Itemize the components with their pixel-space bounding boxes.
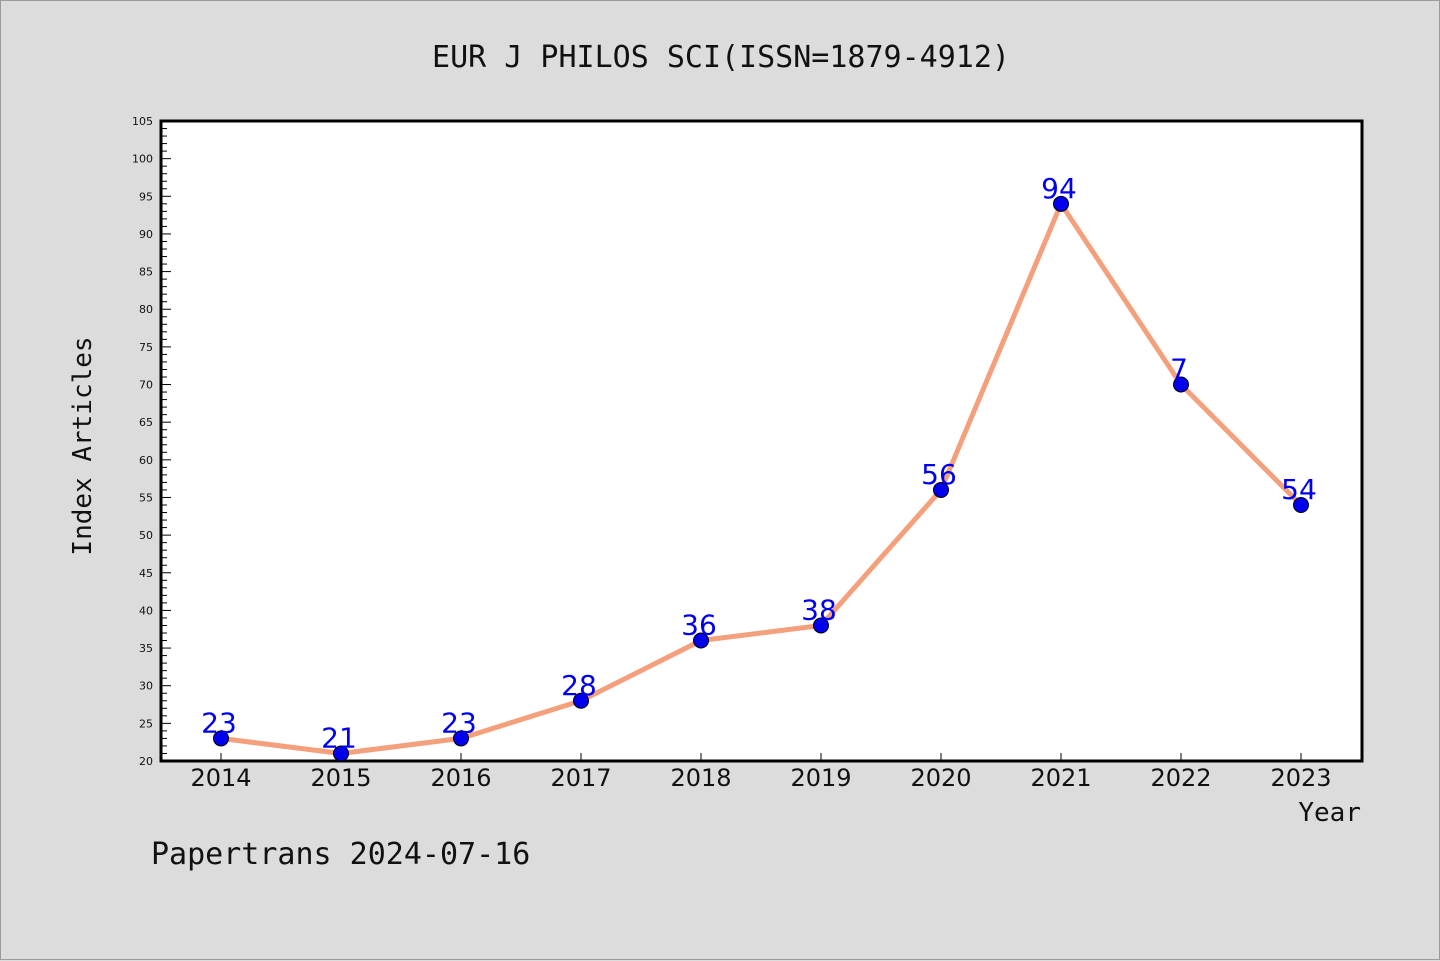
- y-tick-label: 50: [139, 529, 153, 542]
- y-tick-label: 80: [139, 303, 153, 316]
- x-tick-label: 2014: [190, 764, 251, 792]
- y-tick-label: 45: [139, 567, 153, 580]
- y-axis-ticks: 20 25 30 35 40 45 50 55 60 65 70 75 80 85 90 95 100 105: [132, 115, 171, 768]
- y-tick-label: 100: [132, 153, 153, 166]
- y-tick-label: 40: [139, 604, 153, 617]
- data-point: [933, 481, 949, 498]
- x-tick-label: 2016: [430, 764, 491, 792]
- x-tick-label: 2015: [310, 764, 371, 792]
- y-tick-label: 70: [139, 379, 153, 392]
- data-label: 94: [1041, 172, 1077, 205]
- x-tick-label: 2023: [1270, 764, 1331, 792]
- y-tick-label: 95: [139, 190, 153, 203]
- data-label: 21: [321, 721, 357, 754]
- data-point: [813, 617, 829, 634]
- y-tick-label: 55: [139, 491, 153, 504]
- chart-title: EUR J PHILOS SCI(ISSN=1879-4912): [432, 40, 1010, 75]
- y-tick-label: 85: [139, 266, 153, 279]
- y-tick-label: 75: [139, 341, 153, 354]
- plot-area: [159, 119, 1364, 763]
- data-label: 7: [1170, 353, 1188, 386]
- x-tick-label: 2019: [790, 764, 851, 792]
- data-point: [333, 745, 349, 762]
- data-label: 56: [921, 458, 957, 491]
- data-label: 38: [801, 593, 837, 626]
- data-series: 23 21 23 28 36 38 56 94 7 54: [201, 172, 1317, 762]
- x-tick-label: 2017: [550, 764, 611, 792]
- data-point: [1173, 376, 1189, 393]
- series-line: [218, 201, 1304, 756]
- x-tick-label: 2020: [910, 764, 971, 792]
- x-axis-ticks: 2014 2015 2016 2017 2018 2019 2020 2021 2022 2023: [190, 753, 1332, 792]
- data-point: [573, 692, 589, 709]
- data-label: 36: [681, 609, 717, 642]
- data-point: [1293, 497, 1309, 513]
- y-tick-label: 105: [132, 115, 153, 128]
- y-axis-label: Index Articles: [68, 336, 98, 555]
- y-tick-label: 65: [139, 416, 153, 429]
- x-tick-label: 2018: [670, 764, 731, 792]
- y-tick-label: 90: [139, 228, 153, 241]
- x-tick-label: 2022: [1150, 764, 1211, 792]
- x-tick-label: 2021: [1030, 764, 1091, 792]
- y-tick-label: 30: [139, 680, 153, 693]
- y-tick-label: 20: [139, 755, 153, 768]
- data-label: 28: [561, 669, 597, 702]
- y-tick-label: 60: [139, 454, 153, 467]
- x-axis-label: Year: [1298, 798, 1361, 828]
- data-label: 54: [1281, 473, 1317, 506]
- data-point: [453, 730, 469, 747]
- data-point: [693, 632, 709, 649]
- y-tick-label: 25: [139, 717, 153, 730]
- y-tick-label: 35: [139, 642, 153, 655]
- data-point: [213, 730, 229, 747]
- data-point: [1053, 195, 1069, 212]
- data-label: 23: [441, 706, 477, 739]
- data-label: 23: [201, 706, 237, 739]
- footer-text: Papertrans 2024-07-16: [151, 837, 530, 872]
